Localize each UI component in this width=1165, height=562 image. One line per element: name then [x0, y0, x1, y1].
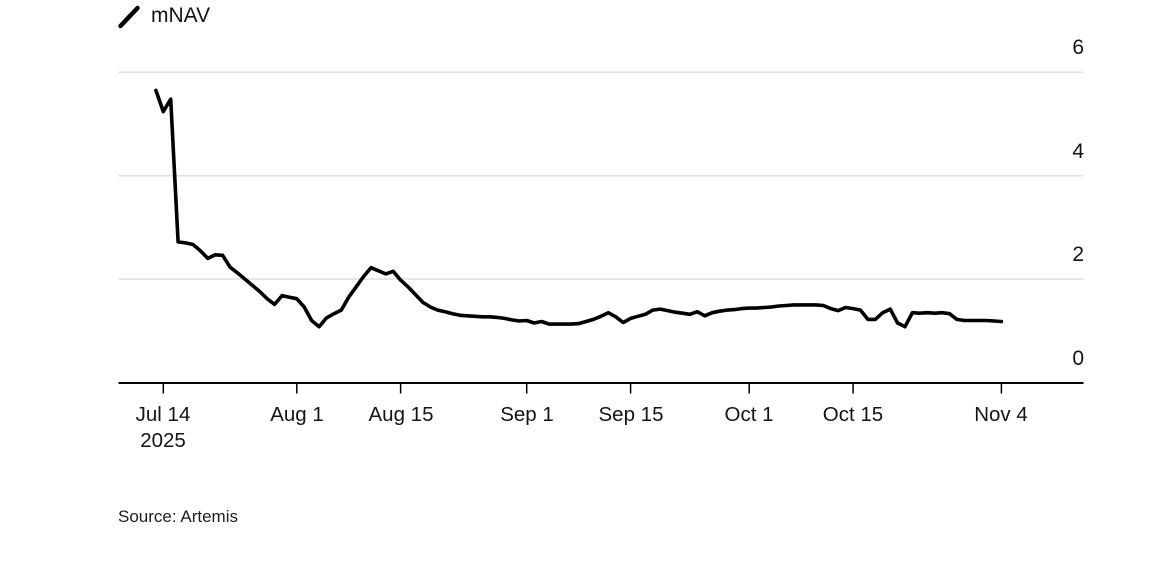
y-axis-label-2: 2 [1072, 243, 1084, 266]
x-axis-label-jul-14: Jul 14 2025 [136, 402, 191, 454]
x-axis-label-aug-15: Aug 15 [369, 402, 434, 428]
x-axis-label-sep-15: Sep 15 [599, 402, 664, 428]
y-axis-label-0: 0 [1072, 347, 1084, 370]
y-axis-label-4: 4 [1072, 140, 1084, 163]
x-axis-label-aug-1: Aug 1 [270, 402, 324, 428]
x-axis-label-text: Oct 15 [822, 403, 884, 426]
x-axis-label-text: Sep 15 [598, 403, 664, 426]
x-axis-label-text: Sep 1 [500, 403, 554, 426]
x-axis-label-year: 2025 [140, 429, 186, 452]
x-axis-label-text: Aug 15 [368, 403, 434, 426]
chart-legend: mNAV [117, 2, 210, 30]
legend-series-label: mNAV [151, 4, 211, 27]
line-series-icon [118, 5, 140, 29]
x-axis-label-text: Oct 1 [724, 403, 774, 426]
x-axis-label-text: Aug 1 [270, 403, 324, 426]
mnav-series-line [154, 88, 1004, 329]
x-axis-label-oct-1: Oct 1 [725, 402, 774, 428]
source-credit: Source: Artemis [118, 507, 238, 526]
x-axis-label-nov-4: Nov 4 [974, 402, 1028, 428]
y-axis-label-6: 6 [1072, 36, 1084, 59]
x-axis-label-sep-1: Sep 1 [500, 402, 554, 428]
x-axis-label-oct-15: Oct 15 [823, 402, 883, 428]
x-axis-label-text: Nov 4 [974, 403, 1028, 426]
x-axis-label-text: Jul 14 [135, 403, 191, 426]
